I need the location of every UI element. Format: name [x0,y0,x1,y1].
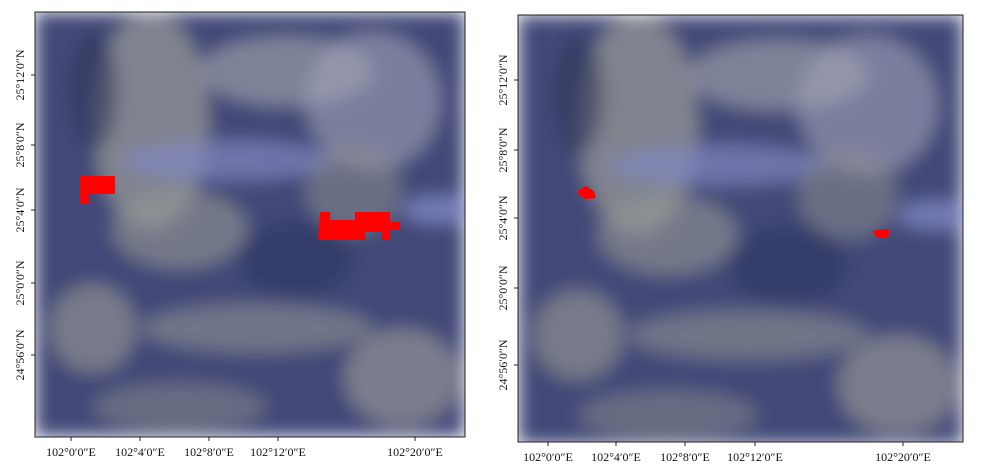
y-tick-label: 25°8′0″N [496,127,510,172]
x-tick-label: 102°20′0″E [875,450,931,464]
x-tick-label: 102°12′0″E [727,450,783,464]
y-tick-label: 25°12′0″N [496,54,510,105]
y-tick-label: 25°0′0″N [13,260,27,305]
y-tick-label: 24°56′0″N [13,329,27,380]
x-tick-label: 102°8′0″E [184,445,234,459]
y-tick-label: 25°4′0″N [13,187,27,232]
y-tick-label: 25°12′0″N [13,49,27,100]
y-tick-label: 25°4′0″N [496,195,510,240]
x-tick-label: 102°8′0″E [660,450,710,464]
y-tick-label: 25°0′0″N [496,265,510,310]
x-tick-label: 102°4′0″E [115,445,165,459]
x-tick-label: 102°0′0″E [46,445,96,459]
satellite-image [35,12,479,437]
satellite-image [518,15,978,445]
x-tick-label: 102°20′0″E [387,445,443,459]
y-tick-label: 25°8′0″N [13,122,27,167]
map-frame [34,11,466,438]
x-tick-label: 102°4′0″E [591,450,641,464]
y-tick-label: 24°56′0″N [496,339,510,390]
map-frame [517,14,964,443]
fire-detection [80,176,890,240]
x-tick-label: 102°12′0″E [250,445,306,459]
x-tick-label: 102°0′0″E [523,450,573,464]
